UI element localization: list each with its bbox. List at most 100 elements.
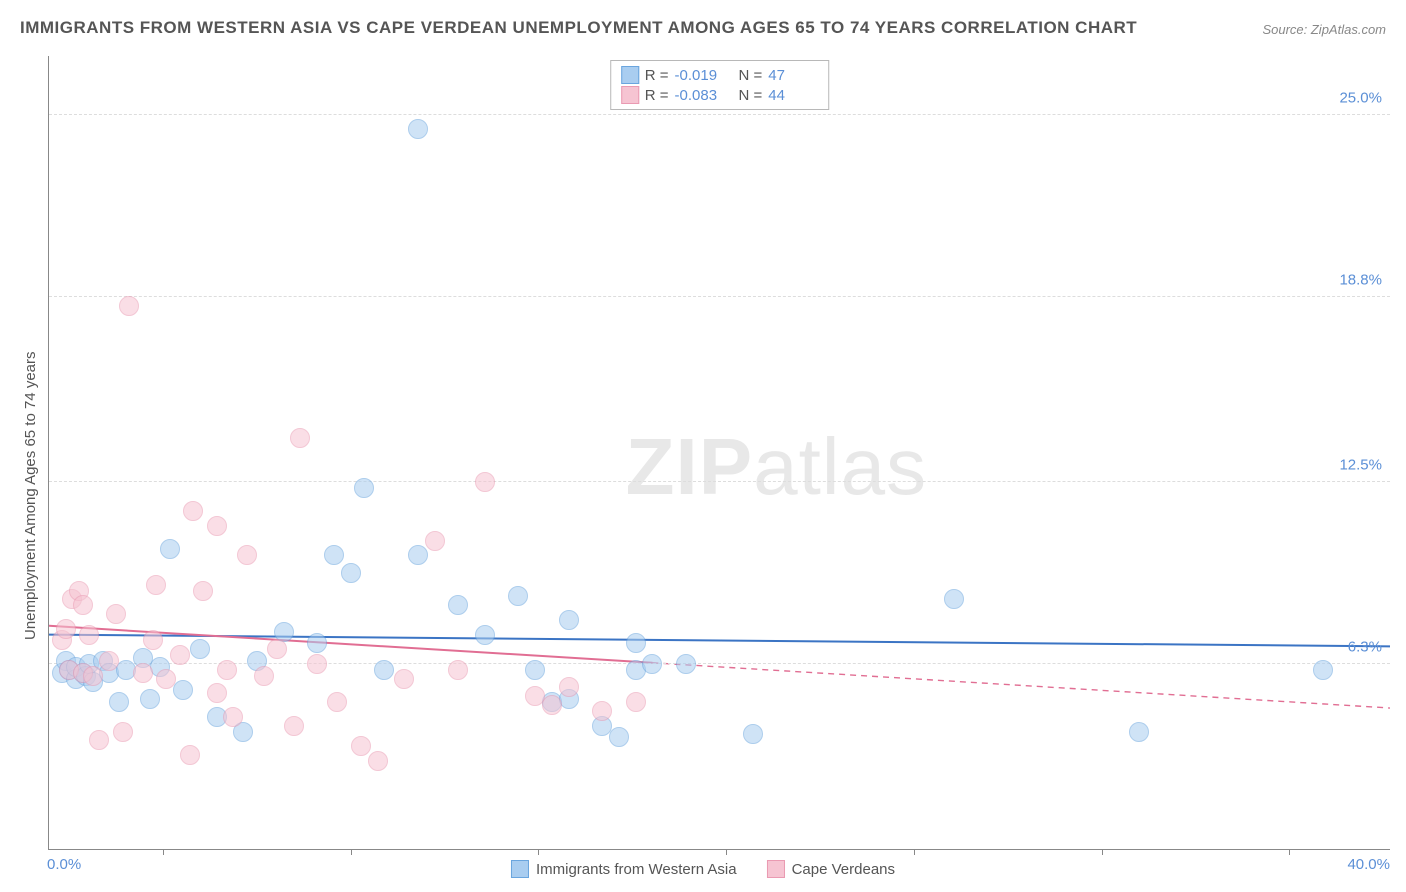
x-axis-min-label: 0.0% [47, 856, 81, 873]
correlation-legend: R = -0.019 N = 47 R = -0.083 N = 44 [610, 60, 830, 110]
data-point [307, 654, 327, 674]
source-label: Source: ZipAtlas.com [1262, 22, 1386, 37]
data-point [307, 633, 327, 653]
legend-n-value-a: 47 [768, 67, 818, 84]
data-point [223, 707, 243, 727]
legend-row-series-b: R = -0.083 N = 44 [621, 85, 819, 105]
data-point [626, 692, 646, 712]
data-point [106, 604, 126, 624]
y-tick-label: 18.8% [1339, 271, 1382, 288]
data-point [448, 660, 468, 680]
chart-title: IMMIGRANTS FROM WESTERN ASIA VS CAPE VER… [20, 18, 1137, 38]
data-point [341, 563, 361, 583]
data-point [140, 689, 160, 709]
data-point [143, 630, 163, 650]
data-point [119, 296, 139, 316]
data-point [160, 539, 180, 559]
data-point [146, 575, 166, 595]
legend-swatch [767, 860, 785, 878]
data-point [183, 501, 203, 521]
data-point [408, 119, 428, 139]
data-point [207, 683, 227, 703]
legend-r-value-a: -0.019 [675, 67, 725, 84]
data-point [425, 531, 445, 551]
data-point [542, 695, 562, 715]
data-point [207, 516, 227, 536]
data-point [368, 751, 388, 771]
data-point [525, 660, 545, 680]
grid-line [49, 481, 1390, 482]
data-point [327, 692, 347, 712]
data-point [193, 581, 213, 601]
y-tick-label: 6.3% [1348, 638, 1382, 655]
trend-line-solid [49, 635, 1390, 647]
data-point [284, 716, 304, 736]
x-minor-tick [163, 849, 164, 855]
legend-n-symbol: N = [739, 87, 763, 104]
data-point [1129, 722, 1149, 742]
series-legend: Immigrants from Western Asia Cape Verdean… [511, 860, 895, 878]
y-tick-label: 12.5% [1339, 456, 1382, 473]
data-point [180, 745, 200, 765]
data-point [592, 701, 612, 721]
data-point [475, 472, 495, 492]
data-point [394, 669, 414, 689]
legend-n-symbol: N = [739, 67, 763, 84]
data-point [89, 730, 109, 750]
data-point [56, 619, 76, 639]
x-minor-tick [726, 849, 727, 855]
x-minor-tick [538, 849, 539, 855]
data-point [173, 680, 193, 700]
x-minor-tick [351, 849, 352, 855]
watermark-bold: ZIP [626, 422, 753, 511]
legend-label: Cape Verdeans [792, 861, 895, 878]
data-point [676, 654, 696, 674]
data-point [448, 595, 468, 615]
y-axis-label: Unemployment Among Ages 65 to 74 years [22, 351, 39, 640]
data-point [324, 545, 344, 565]
legend-item: Cape Verdeans [767, 860, 895, 878]
data-point [190, 639, 210, 659]
data-point [374, 660, 394, 680]
x-axis-max-label: 40.0% [1347, 856, 1390, 873]
data-point [944, 589, 964, 609]
watermark: ZIPatlas [626, 421, 927, 513]
x-minor-tick [1102, 849, 1103, 855]
legend-item: Immigrants from Western Asia [511, 860, 737, 878]
data-point [99, 651, 119, 671]
data-point [626, 633, 646, 653]
watermark-light: atlas [753, 422, 927, 511]
data-point [642, 654, 662, 674]
legend-n-value-b: 44 [768, 87, 818, 104]
grid-line [49, 296, 1390, 297]
data-point [156, 669, 176, 689]
data-point [83, 666, 103, 686]
data-point [73, 595, 93, 615]
data-point [109, 692, 129, 712]
data-point [408, 545, 428, 565]
data-point [217, 660, 237, 680]
data-point [559, 610, 579, 630]
data-point [254, 666, 274, 686]
data-point [559, 677, 579, 697]
data-point [508, 586, 528, 606]
data-point [113, 722, 133, 742]
legend-r-symbol: R = [645, 87, 669, 104]
x-axis-minor-ticks [49, 849, 1390, 855]
data-point [290, 428, 310, 448]
legend-swatch [511, 860, 529, 878]
x-minor-tick [914, 849, 915, 855]
data-point [267, 639, 287, 659]
x-minor-tick [1289, 849, 1290, 855]
data-point [351, 736, 371, 756]
swatch-series-a [621, 66, 639, 84]
legend-row-series-a: R = -0.019 N = 47 [621, 65, 819, 85]
data-point [354, 478, 374, 498]
data-point [475, 625, 495, 645]
legend-r-symbol: R = [645, 67, 669, 84]
y-tick-label: 25.0% [1339, 89, 1382, 106]
trend-line-dashed [652, 663, 1390, 708]
grid-line [49, 114, 1390, 115]
data-point [1313, 660, 1333, 680]
legend-r-value-b: -0.083 [675, 87, 725, 104]
